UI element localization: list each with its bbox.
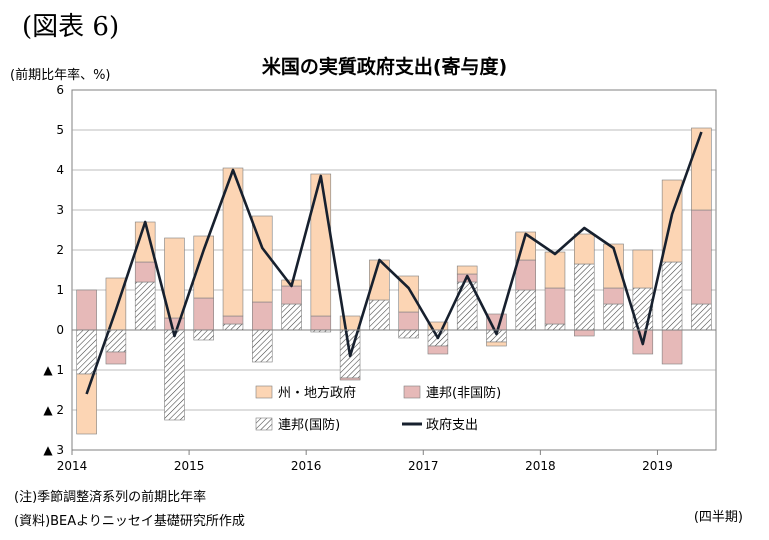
- bar-federal-nondefense: [339, 377, 361, 381]
- bar-state-local: [310, 173, 332, 317]
- bar-federal-nondefense: [574, 329, 595, 337]
- bar-federal-defense: [193, 329, 214, 341]
- bar-state-local: [544, 251, 566, 289]
- y-tick-label: 6: [56, 83, 64, 97]
- bar-federal-nondefense: [222, 315, 244, 325]
- bar-federal-nondefense: [76, 289, 97, 331]
- y-axis-unit-label: (前期比年率、%): [10, 68, 111, 83]
- bar-state-local: [193, 235, 214, 299]
- bar-state-local: [603, 243, 624, 289]
- bar-federal-nondefense: [105, 351, 127, 365]
- x-tick-label: 2017: [408, 459, 439, 473]
- bars: [76, 127, 712, 435]
- bar-federal-nondefense: [661, 329, 683, 365]
- x-tick-label: 2019: [642, 459, 673, 473]
- bar-federal-defense: [369, 299, 390, 331]
- bar-federal-defense: [76, 329, 97, 375]
- note-line: (注)季節調整済系列の前期比年率: [14, 490, 207, 505]
- bar-federal-defense: [252, 329, 273, 363]
- bar-federal-nondefense: [164, 317, 185, 331]
- legend-federal-defense-swatch: [255, 417, 273, 431]
- legend-state-local-swatch: [255, 385, 273, 399]
- chart-title: 米国の実質政府支出(寄与度): [261, 56, 508, 78]
- plot-frame: [71, 89, 717, 451]
- bar-federal-nondefense: [691, 209, 712, 305]
- bar-federal-defense: [515, 289, 536, 331]
- bar-federal-defense: [691, 303, 712, 331]
- bar-federal-defense: [134, 281, 156, 331]
- y-tick-label: 4: [56, 163, 64, 177]
- bar-state-local: [691, 127, 712, 211]
- bar-federal-nondefense: [252, 301, 273, 331]
- bar-state-local: [222, 167, 244, 317]
- figure-label: (図表 6): [22, 12, 120, 42]
- bar-federal-defense: [603, 303, 624, 331]
- bar-federal-nondefense: [515, 259, 536, 291]
- bar-state-local: [486, 341, 507, 347]
- bar-state-local: [574, 233, 595, 265]
- bar-state-local: [164, 237, 185, 319]
- bar-state-local: [632, 249, 654, 289]
- legend-state-local-label: 州・地方政府: [278, 385, 356, 401]
- y-tick-label: ▲ 1: [43, 363, 64, 377]
- legend: 州・地方政府 連邦(非国防) 連邦(国防) 政府支出: [255, 385, 501, 433]
- legend-total-label: 政府支出: [426, 418, 478, 433]
- y-tick-label: 2: [56, 243, 64, 257]
- y-tick-label: ▲ 2: [43, 403, 64, 417]
- legend-federal-nondefense-label: 連邦(非国防): [426, 385, 501, 401]
- bar-federal-nondefense: [398, 311, 419, 331]
- bar-federal-defense: [661, 261, 683, 331]
- x-tick-label: 2018: [525, 459, 556, 473]
- bar-federal-defense: [222, 323, 244, 331]
- y-tick-label: 0: [56, 323, 64, 337]
- bar-federal-nondefense: [603, 287, 624, 305]
- bar-federal-nondefense: [281, 285, 302, 305]
- x-tick-label: 2015: [174, 459, 205, 473]
- period-label: (四半期): [693, 510, 743, 525]
- bar-federal-defense: [164, 329, 185, 421]
- x-tick-label: 2014: [57, 459, 88, 473]
- bar-federal-defense: [398, 329, 419, 339]
- bar-federal-nondefense: [427, 345, 449, 355]
- bar-federal-nondefense: [134, 261, 156, 283]
- bar-state-local: [76, 373, 97, 435]
- bar-federal-defense: [574, 263, 595, 331]
- bar-federal-defense: [544, 323, 566, 331]
- x-tick-label: 2016: [291, 459, 322, 473]
- bar-federal-nondefense: [310, 315, 332, 331]
- bar-federal-defense: [281, 303, 302, 331]
- bar-state-local: [456, 265, 478, 275]
- bar-federal-nondefense: [544, 287, 566, 325]
- bar-federal-nondefense: [193, 297, 214, 331]
- y-tick-label: 1: [56, 283, 64, 297]
- axes: ▲ 3 ▲ 2 ▲ 1 0 1 2 3 4 5 6 2014 2015 2016 2017 2018 2019: [43, 83, 716, 473]
- legend-federal-defense-label: 連邦(国防): [278, 417, 340, 433]
- source-line: (資料)BEAよりニッセイ基礎研究所作成: [14, 514, 245, 529]
- y-tick-label: ▲ 3: [43, 443, 64, 457]
- line-total-government: [85, 131, 703, 395]
- legend-federal-nondefense-swatch: [403, 385, 421, 399]
- total-line: [85, 131, 703, 395]
- y-tick-label: 3: [56, 203, 64, 217]
- y-tick-label: 5: [56, 123, 64, 137]
